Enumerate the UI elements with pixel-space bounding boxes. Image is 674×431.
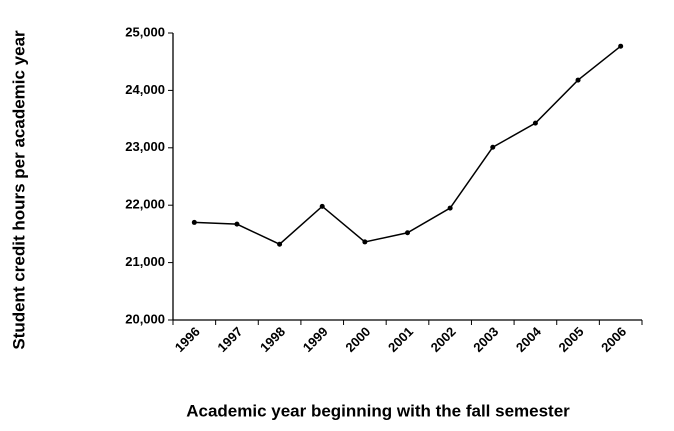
x-axis-title: Academic year beginning with the fall se… xyxy=(186,401,570,420)
y-tick-label: 20,000 xyxy=(125,311,165,326)
data-point xyxy=(405,230,410,236)
data-point xyxy=(447,205,453,211)
data-point xyxy=(319,203,325,209)
x-tick-label: 1999 xyxy=(300,324,331,355)
x-tick-label: 1997 xyxy=(214,324,245,355)
x-tick-label: 1996 xyxy=(172,324,203,355)
data-point xyxy=(362,239,368,245)
y-tick-label: 24,000 xyxy=(125,82,165,97)
y-tick-label: 21,000 xyxy=(125,254,165,269)
x-tick-label: 2000 xyxy=(342,324,373,355)
x-tick-label: 2004 xyxy=(513,323,545,355)
data-point xyxy=(532,120,538,126)
y-tick-label: 25,000 xyxy=(125,24,165,39)
data-point xyxy=(490,144,496,150)
x-tick-label: 2005 xyxy=(556,324,587,355)
data-point xyxy=(234,221,240,227)
data-line xyxy=(194,45,622,246)
y-axis-title: Student credit hours per academic year xyxy=(9,30,28,350)
data-point xyxy=(575,77,581,83)
y-tick-label: 23,000 xyxy=(125,139,165,154)
x-tick-label: 2001 xyxy=(385,324,416,355)
x-tick-label: 1998 xyxy=(257,324,288,355)
data-point xyxy=(277,241,283,247)
y-tick-label: 22,000 xyxy=(125,197,165,212)
x-tick-label: 2002 xyxy=(428,324,459,355)
x-tick-label: 2003 xyxy=(470,324,501,355)
data-point xyxy=(191,219,197,225)
x-tick-label: 2006 xyxy=(598,324,629,355)
data-point xyxy=(618,43,624,49)
